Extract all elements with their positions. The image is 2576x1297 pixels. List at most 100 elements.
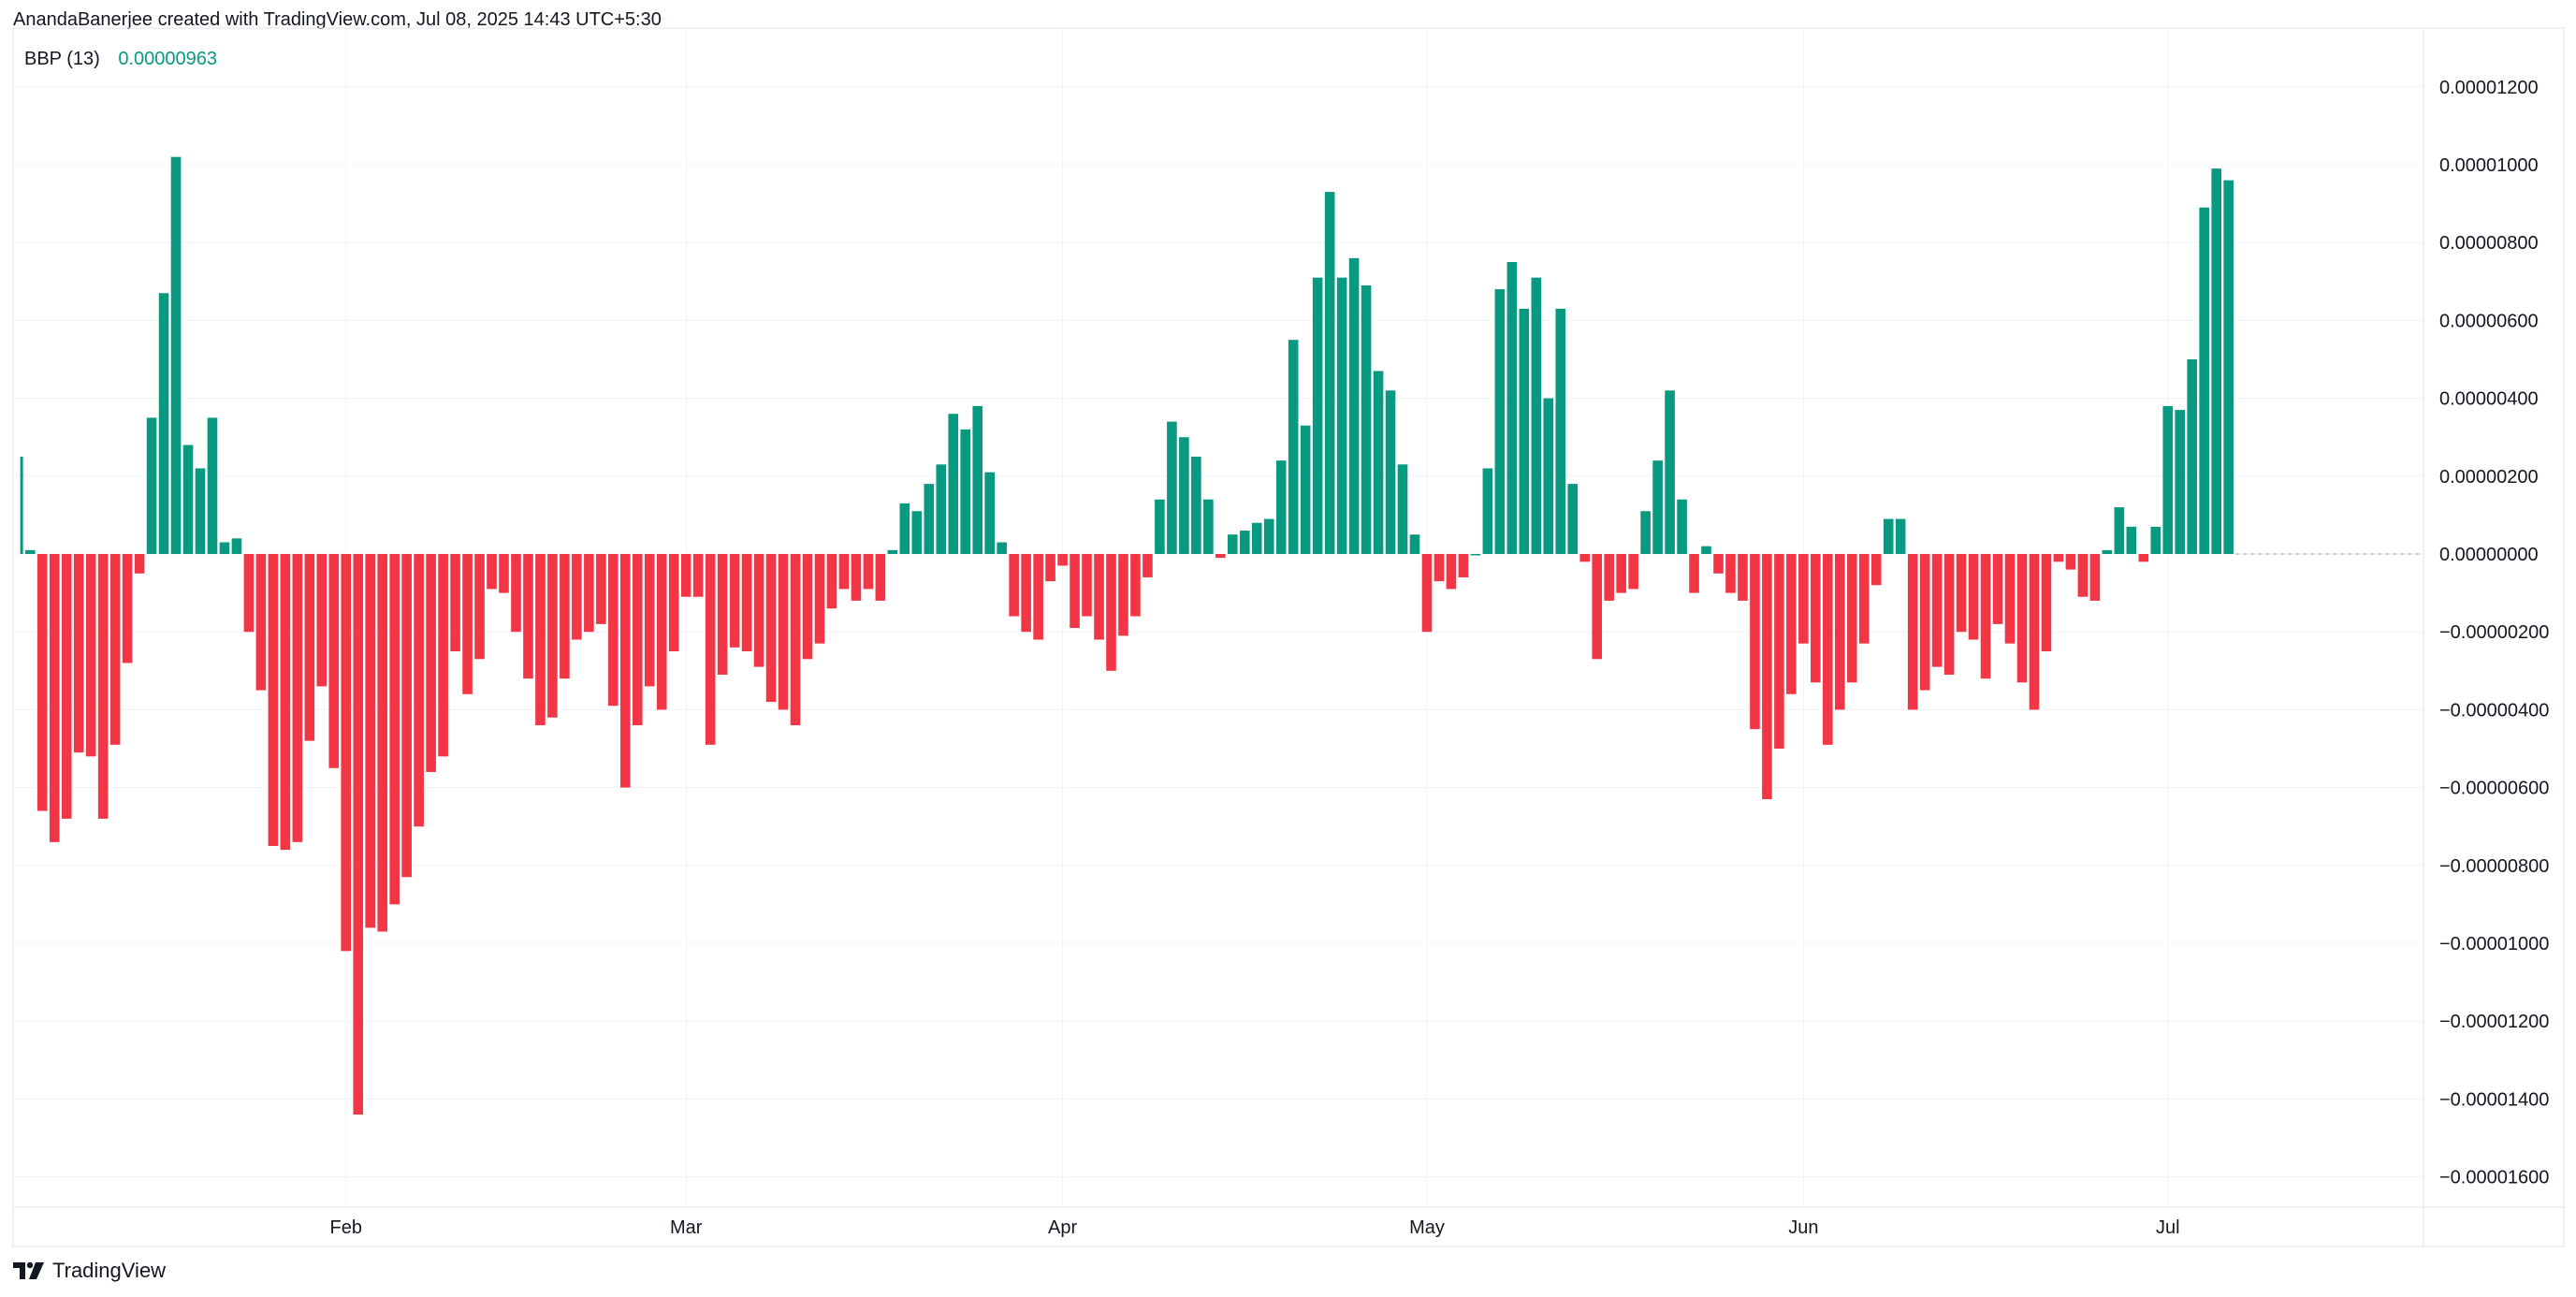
y-tick-label: −0.00000800 <box>2439 856 2549 877</box>
x-tick-label: Feb <box>330 1217 362 1238</box>
histogram-bar <box>1883 518 1894 554</box>
histogram-bar <box>1895 518 1906 554</box>
histogram-bar <box>680 554 691 597</box>
histogram-bar <box>1167 421 1177 554</box>
histogram-bar <box>887 549 898 554</box>
histogram-bar <box>231 538 242 554</box>
histogram-bar <box>729 554 740 648</box>
histogram-bar <box>426 554 436 772</box>
histogram-bar <box>1458 554 1469 577</box>
histogram-bar <box>790 554 801 726</box>
histogram-bar <box>1361 284 1372 554</box>
histogram-bar <box>1239 531 1250 554</box>
histogram-bar <box>1725 554 1736 593</box>
histogram-bar <box>1798 554 1809 644</box>
histogram-bar <box>1009 554 1019 617</box>
histogram-bar <box>765 554 777 703</box>
histogram-bar <box>1652 460 1663 554</box>
y-tick-label: −0.00000400 <box>2439 700 2549 721</box>
y-tick-label: 0.00000800 <box>2439 233 2539 254</box>
histogram-bar <box>596 554 606 624</box>
histogram-bar <box>1738 554 1748 601</box>
histogram-bar <box>1919 554 1930 691</box>
histogram-bar <box>255 554 267 691</box>
histogram-bar <box>2138 554 2149 562</box>
histogram-bar <box>61 554 72 819</box>
y-tick-label: 0.00001200 <box>2439 78 2539 98</box>
histogram-bar <box>1482 468 1493 554</box>
histogram-bar <box>487 554 497 590</box>
histogram-bar <box>2029 554 2040 710</box>
histogram-bar <box>1446 554 1457 590</box>
histogram-bar <box>717 554 728 675</box>
histogram-bar <box>328 554 340 768</box>
histogram-bar <box>535 554 546 726</box>
histogram-bar <box>97 554 109 819</box>
histogram-bar <box>1324 192 1335 554</box>
histogram-bar <box>656 554 667 710</box>
histogram-bar <box>1823 554 1833 745</box>
histogram-bar <box>1118 554 1128 636</box>
histogram-bar <box>2150 526 2161 554</box>
y-tick-label: 0.00001000 <box>2439 155 2539 176</box>
histogram-bar <box>1567 484 1579 554</box>
histogram-bar <box>2223 180 2234 554</box>
histogram-bar <box>1179 437 1189 554</box>
histogram-bar <box>1300 425 1311 554</box>
histogram-bar <box>584 554 594 633</box>
histogram-bar <box>243 554 255 633</box>
y-tick-label: 0.00000400 <box>2439 389 2539 410</box>
histogram-bar <box>1288 340 1299 554</box>
histogram-bar <box>24 549 36 554</box>
histogram-bar <box>207 417 218 554</box>
histogram-bar <box>802 554 813 660</box>
histogram-bar <box>1640 511 1651 554</box>
histogram-bar <box>705 554 716 745</box>
histogram-bar <box>560 554 570 679</box>
histogram-bar <box>1665 390 1675 554</box>
y-tick-label: 0.00000200 <box>2439 467 2539 488</box>
histogram-bar <box>1021 554 1031 633</box>
histogram-bar <box>1579 554 1591 562</box>
histogram-bar <box>219 542 230 554</box>
histogram-bar <box>353 554 364 1115</box>
histogram-bar <box>2016 554 2028 683</box>
histogram-bar <box>1434 554 1445 582</box>
chart-frame <box>12 27 2565 1247</box>
y-tick-label: −0.00000600 <box>2439 779 2549 799</box>
histogram-bar <box>778 554 789 710</box>
x-axis-labels: Feb Mar Apr May Jun Jul <box>330 1217 2180 1238</box>
histogram-bar <box>2175 410 2186 554</box>
histogram-bar <box>1677 499 1687 554</box>
histogram-bar <box>36 554 48 811</box>
histogram-bar <box>1094 554 1104 640</box>
histogram-bar <box>1130 554 1141 617</box>
histogram-bar <box>668 554 679 651</box>
histogram-bar <box>1907 554 1918 710</box>
histogram-bar <box>1033 554 1043 640</box>
histogram-bar <box>1992 554 2003 624</box>
histogram-bar <box>960 429 971 554</box>
histogram-bar <box>547 554 558 718</box>
histogram-bar <box>414 554 424 827</box>
histogram-bar <box>1312 277 1323 554</box>
tradingview-brand: TradingView <box>52 1259 167 1282</box>
histogram-bar <box>863 554 874 590</box>
y-tick-label: −0.00001400 <box>2439 1089 2549 1110</box>
histogram-bar <box>146 417 157 554</box>
histogram-bar <box>1968 554 1979 640</box>
histogram-bar <box>1774 554 1784 749</box>
histogram-bar <box>1762 554 1772 800</box>
histogram-bar <box>972 405 983 554</box>
y-tick-label: −0.00001600 <box>2439 1168 2549 1188</box>
histogram-bar <box>1263 518 1274 554</box>
histogram-bar <box>1191 457 1201 554</box>
histogram-bar <box>2162 405 2174 554</box>
histogram-bar <box>997 542 1007 554</box>
histogram-bar <box>85 554 96 757</box>
histogram-bar <box>1931 554 1943 667</box>
histogram-bar <box>1701 546 1711 554</box>
x-tick-label: Jun <box>1788 1217 1818 1238</box>
histogram-bar <box>2053 554 2064 562</box>
